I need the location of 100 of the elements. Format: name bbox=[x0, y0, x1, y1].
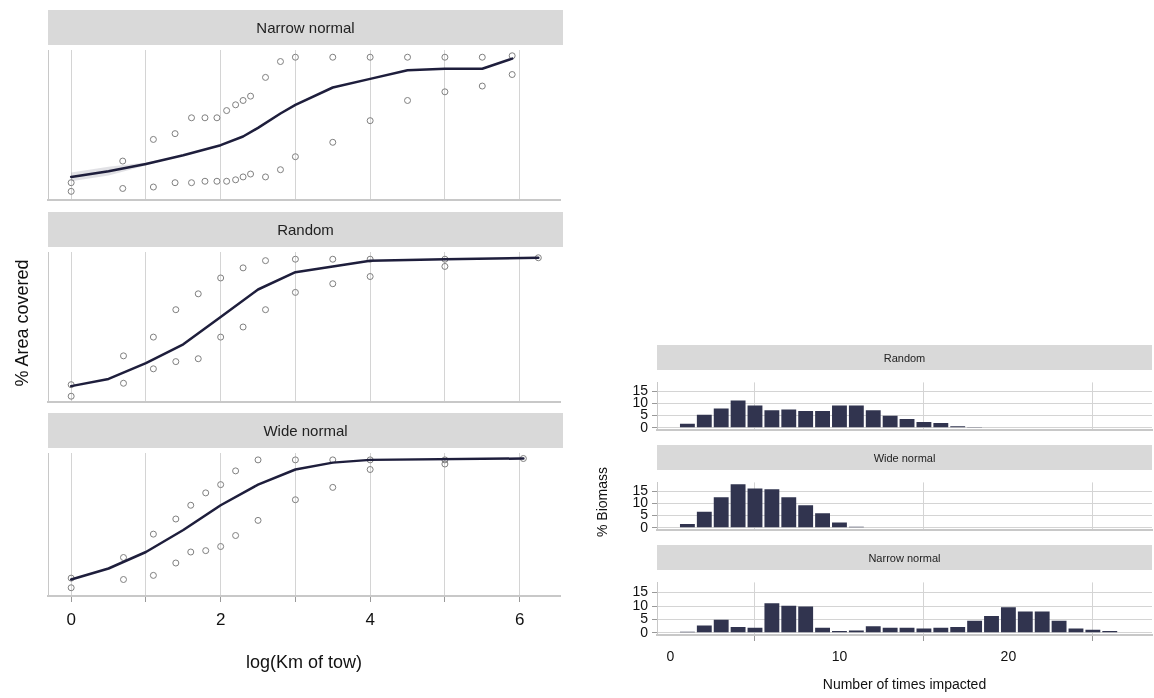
point bbox=[519, 455, 527, 462]
point bbox=[201, 177, 209, 185]
point bbox=[149, 135, 157, 143]
point bbox=[67, 392, 75, 400]
point bbox=[239, 173, 247, 181]
point bbox=[217, 543, 225, 550]
point bbox=[172, 358, 180, 366]
point bbox=[441, 456, 449, 464]
point bbox=[291, 255, 299, 263]
point bbox=[478, 82, 486, 90]
point bbox=[441, 88, 449, 96]
point bbox=[202, 547, 210, 555]
point bbox=[171, 179, 179, 187]
point bbox=[201, 114, 209, 122]
point bbox=[291, 153, 299, 161]
point bbox=[329, 53, 337, 61]
point bbox=[247, 170, 255, 178]
point bbox=[119, 576, 127, 583]
point bbox=[247, 92, 255, 100]
point bbox=[366, 456, 374, 464]
point bbox=[329, 456, 337, 464]
point bbox=[508, 71, 516, 79]
point bbox=[149, 530, 157, 538]
point bbox=[404, 96, 412, 104]
chart-title: Random bbox=[48, 212, 563, 247]
point bbox=[119, 157, 127, 165]
point bbox=[217, 274, 225, 282]
point bbox=[187, 501, 195, 509]
x-axis-title: log(Km of tow) bbox=[245, 652, 363, 673]
y-axis-title: % Area covered bbox=[11, 259, 33, 387]
point bbox=[217, 481, 225, 489]
point bbox=[291, 456, 299, 464]
x-tick-label: 2 bbox=[215, 609, 226, 629]
point bbox=[67, 187, 75, 195]
point bbox=[172, 515, 180, 523]
point bbox=[187, 548, 195, 556]
point bbox=[441, 460, 449, 468]
point bbox=[223, 177, 231, 185]
point bbox=[262, 73, 270, 81]
point bbox=[67, 574, 75, 582]
point bbox=[262, 306, 270, 314]
point bbox=[239, 96, 247, 104]
point bbox=[232, 467, 240, 475]
chart-title: Narrow normal bbox=[657, 545, 1152, 570]
point bbox=[67, 584, 75, 592]
point bbox=[172, 559, 180, 567]
point bbox=[149, 183, 157, 191]
x-tick-label: 0 bbox=[666, 648, 675, 665]
point bbox=[188, 179, 196, 187]
x-tick-label: 20 bbox=[1000, 648, 1017, 665]
chart-title: Random bbox=[657, 345, 1152, 370]
point bbox=[291, 288, 299, 296]
x-tick-label: 0 bbox=[66, 609, 76, 629]
point bbox=[329, 483, 337, 491]
x-tick-label: 6 bbox=[514, 609, 525, 629]
point bbox=[366, 466, 374, 473]
point bbox=[232, 176, 240, 184]
chart-title: Wide normal bbox=[48, 413, 563, 448]
point bbox=[119, 554, 127, 561]
point bbox=[119, 352, 127, 360]
point bbox=[67, 381, 75, 389]
point bbox=[534, 254, 542, 262]
point bbox=[194, 290, 202, 298]
point bbox=[217, 333, 225, 341]
point bbox=[366, 273, 374, 281]
point bbox=[441, 53, 449, 61]
point bbox=[478, 53, 486, 61]
point bbox=[149, 571, 157, 579]
x-axis-title: Number of times impacted bbox=[822, 676, 987, 693]
point bbox=[213, 177, 221, 185]
point bbox=[202, 489, 210, 497]
point bbox=[441, 255, 449, 263]
point bbox=[239, 323, 247, 331]
point bbox=[149, 333, 157, 341]
point bbox=[276, 58, 284, 66]
chart-title: Wide normal bbox=[657, 445, 1152, 470]
point bbox=[441, 262, 449, 270]
point bbox=[232, 532, 240, 539]
point bbox=[119, 379, 127, 387]
point bbox=[404, 53, 412, 61]
chart-title: Narrow normal bbox=[48, 10, 563, 45]
point bbox=[171, 130, 179, 138]
point bbox=[366, 255, 374, 263]
point bbox=[223, 107, 231, 115]
point bbox=[172, 306, 180, 314]
point bbox=[291, 53, 299, 61]
x-tick-label: 4 bbox=[365, 609, 375, 629]
point bbox=[262, 257, 270, 265]
point bbox=[508, 52, 516, 60]
point bbox=[329, 255, 337, 263]
point bbox=[67, 179, 75, 187]
point bbox=[188, 114, 196, 122]
point bbox=[213, 114, 221, 122]
point bbox=[366, 117, 374, 125]
point bbox=[276, 166, 284, 174]
point bbox=[239, 264, 247, 272]
point bbox=[262, 173, 270, 181]
x-tick-label: 10 bbox=[831, 648, 848, 665]
point bbox=[329, 138, 337, 146]
point bbox=[366, 53, 374, 61]
